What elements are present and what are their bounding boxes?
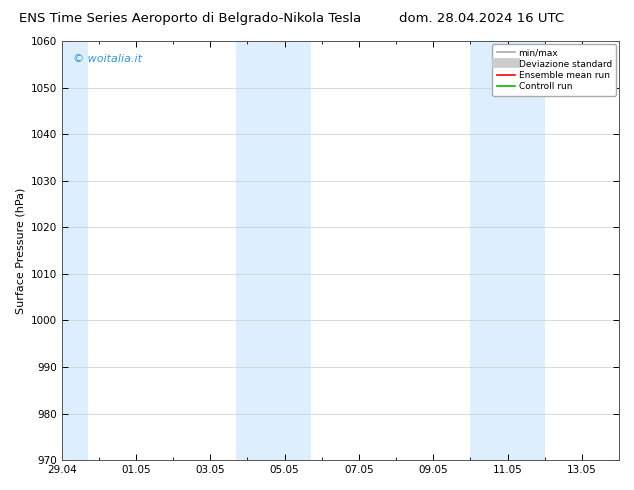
Bar <box>470 41 545 460</box>
Text: ENS Time Series Aeroporto di Belgrado-Nikola Tesla: ENS Time Series Aeroporto di Belgrado-Ni… <box>19 12 361 25</box>
Bar <box>61 41 87 460</box>
Bar <box>236 41 311 460</box>
Text: dom. 28.04.2024 16 UTC: dom. 28.04.2024 16 UTC <box>399 12 564 25</box>
Legend: min/max, Deviazione standard, Ensemble mean run, Controll run: min/max, Deviazione standard, Ensemble m… <box>493 44 616 96</box>
Y-axis label: Surface Pressure (hPa): Surface Pressure (hPa) <box>15 187 25 314</box>
Text: © woitalia.it: © woitalia.it <box>73 53 142 64</box>
